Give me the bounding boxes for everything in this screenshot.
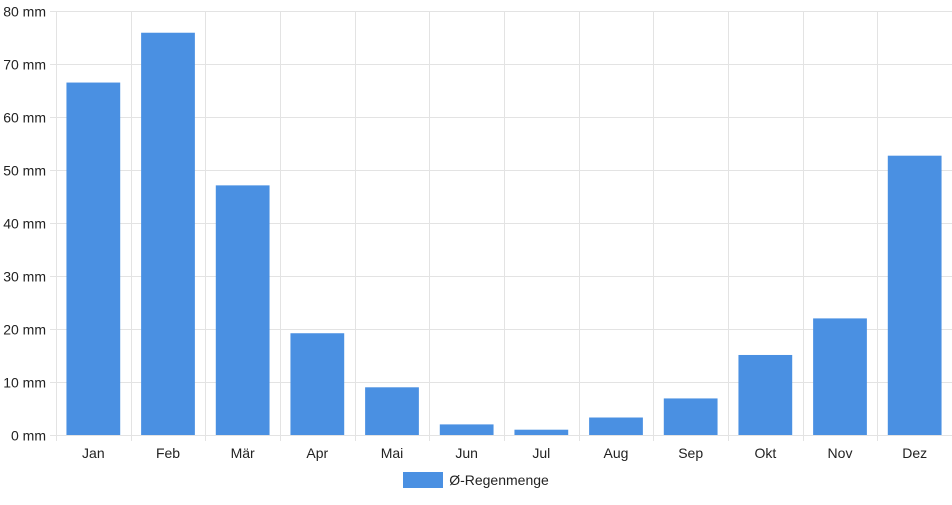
y-tick-label: 60 mm: [3, 110, 46, 126]
x-tick-label: Jul: [532, 445, 550, 461]
bar-apr[interactable]: [290, 333, 345, 435]
x-tick-label: Apr: [306, 445, 328, 461]
x-tick-label: Mai: [381, 445, 404, 461]
bar-feb[interactable]: [141, 32, 195, 435]
x-tick-label: Feb: [156, 445, 180, 461]
bar-jun[interactable]: [439, 424, 494, 435]
x-tick-label: Mär: [231, 445, 255, 461]
bar-dez[interactable]: [887, 155, 942, 435]
x-tick-label: Jan: [82, 445, 105, 461]
x-tick-label: Aug: [604, 445, 629, 461]
y-tick-label: 0 mm: [11, 428, 46, 444]
y-tick-label: 40 mm: [3, 216, 46, 232]
bar-jul[interactable]: [514, 429, 569, 435]
legend-label: Ø-Regenmenge: [449, 472, 549, 488]
bars: [66, 32, 942, 436]
x-tick-label: Okt: [754, 445, 776, 461]
bar-aug[interactable]: [589, 417, 643, 435]
y-tick-label: 30 mm: [3, 269, 46, 285]
y-tick-label: 10 mm: [3, 375, 46, 391]
bar-jan[interactable]: [66, 82, 121, 436]
y-tick-label: 50 mm: [3, 163, 46, 179]
y-axis-ticks: 0 mm 10 mm 20 mm 30 mm 40 mm 50 mm 60 mm 70 mm 8…: [3, 4, 46, 444]
y-tick-label: 70 mm: [3, 57, 46, 73]
bar-mai[interactable]: [365, 387, 419, 435]
bar-nov[interactable]: [813, 318, 867, 435]
bar-okt[interactable]: [738, 354, 793, 435]
y-tick-label: 80 mm: [3, 4, 46, 20]
bar-sep[interactable]: [663, 398, 718, 435]
x-tick-label: Sep: [678, 445, 703, 461]
legend[interactable]: Ø-Regenmenge: [0, 472, 952, 488]
grid-lines: [50, 11, 952, 441]
bar-mär[interactable]: [215, 185, 270, 435]
x-tick-label: Nov: [828, 445, 853, 461]
x-axis-ticks: Jan Feb Mär Apr Mai Jun Jul Aug Sep Okt Nov Dez: [82, 445, 927, 461]
legend-swatch: [403, 472, 444, 488]
y-tick-label: 20 mm: [3, 322, 46, 338]
x-tick-label: Jun: [455, 445, 478, 461]
x-tick-label: Dez: [902, 445, 927, 461]
